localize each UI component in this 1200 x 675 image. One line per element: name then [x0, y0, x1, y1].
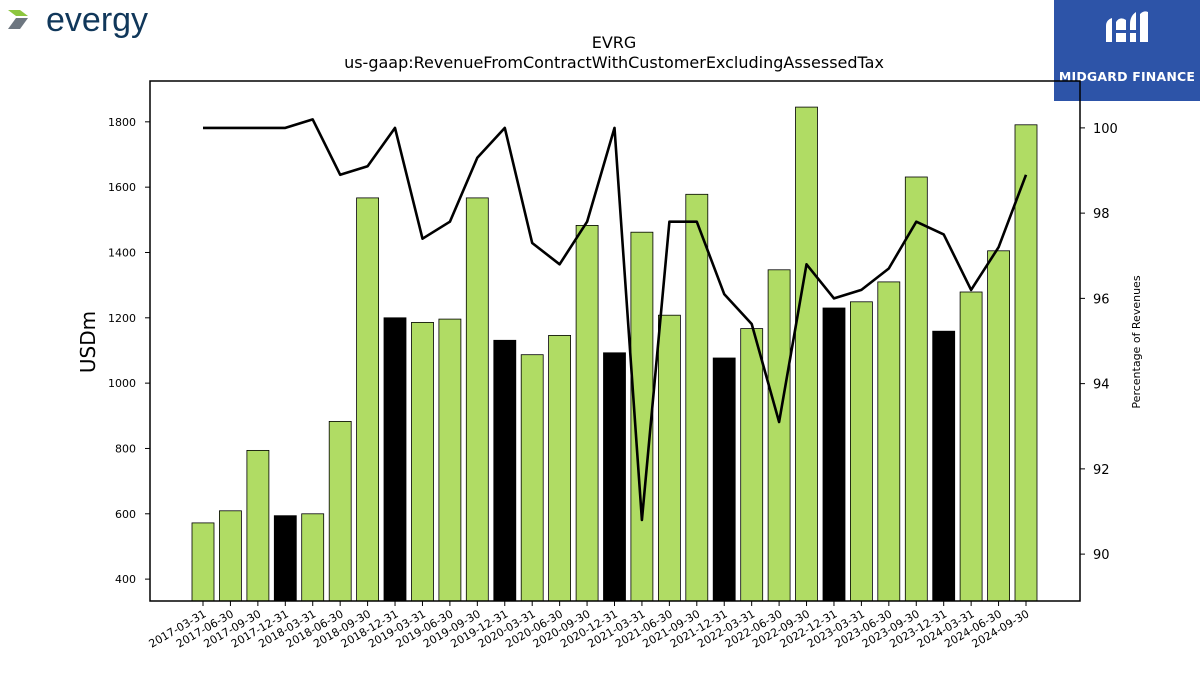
- bar-2023-06-30: [877, 281, 901, 602]
- y2-tick-label: 94: [1093, 378, 1110, 393]
- bar-annual-2020-12-31: [603, 352, 626, 602]
- evergy-logo: evergy: [6, 1, 186, 44]
- percentage-line: [203, 118, 1028, 522]
- line-series: [203, 118, 1028, 522]
- bar-2018-09-30: [356, 197, 380, 602]
- bar-2020-09-30: [575, 224, 599, 602]
- bar-2022-03-31: [740, 328, 764, 602]
- y-tick-label: 1000: [108, 377, 136, 390]
- bar-2023-09-30: [904, 176, 928, 602]
- y-tick-label: 400: [115, 573, 136, 586]
- y-axis-label: USDm: [76, 311, 100, 373]
- evergy-wordmark: evergy: [46, 4, 148, 39]
- bar-annual-2021-12-31: [712, 357, 736, 602]
- midgard-logo-mark: [1106, 11, 1148, 43]
- chart-subtitle: us-gaap:RevenueFromContractWithCustomerE…: [344, 53, 884, 72]
- bar-2018-03-31: [301, 513, 325, 602]
- bar-2021-09-30: [685, 193, 709, 602]
- y-tick-label: 1400: [108, 246, 136, 259]
- bar-annual-2019-12-31: [493, 339, 517, 602]
- bar-2021-06-30: [658, 314, 681, 602]
- midgard-wordmark: MIDGARD FINANCE: [1058, 69, 1196, 84]
- y-tick-label: 600: [115, 508, 136, 521]
- bar-2022-06-30: [767, 269, 791, 602]
- y-tick-label: 1600: [108, 181, 136, 194]
- bar-annual-2023-12-31: [932, 330, 956, 602]
- evergy-arrow-top: [8, 10, 28, 16]
- bar-2019-03-31: [411, 321, 434, 602]
- bar-annual-2018-12-31: [383, 317, 407, 602]
- midgard-finance-logo: MIDGARD FINANCE: [1054, 0, 1200, 101]
- bar-annual-2017-12-31: [273, 515, 297, 602]
- y2-tick-label: 92: [1093, 463, 1110, 478]
- bar-2024-06-30: [987, 250, 1010, 602]
- bar-2017-03-31: [191, 522, 215, 602]
- y2-tick-label: 90: [1093, 548, 1110, 563]
- bar-2020-06-30: [548, 334, 571, 602]
- y2-tick-label: 96: [1093, 292, 1110, 307]
- y-tick-label: 1200: [108, 312, 136, 325]
- evergy-logo-mark: evergy: [8, 1, 148, 39]
- chart-title: EVRG: [592, 33, 637, 52]
- bar-2023-03-31: [850, 301, 873, 602]
- bar-2022-09-30: [795, 106, 818, 602]
- y2-axis-label: Percentage of Revenues: [1130, 275, 1143, 408]
- bar-2017-09-30: [246, 449, 270, 602]
- bar-annual-2022-12-31: [822, 307, 846, 602]
- y2-tick-label: 100: [1093, 122, 1118, 137]
- bar-2018-06-30: [328, 420, 352, 602]
- bar-2019-09-30: [465, 197, 489, 602]
- y2-tick-label: 98: [1093, 207, 1110, 222]
- bar-series: [191, 106, 1038, 602]
- bar-2024-03-31: [959, 291, 983, 602]
- evergy-arrow-bottom-left: [8, 18, 28, 29]
- bar-2017-06-30: [218, 510, 242, 602]
- bar-2020-03-31: [520, 354, 544, 602]
- y-tick-label: 800: [115, 442, 136, 455]
- y-tick-label: 1800: [108, 116, 136, 129]
- bar-2019-06-30: [438, 318, 462, 602]
